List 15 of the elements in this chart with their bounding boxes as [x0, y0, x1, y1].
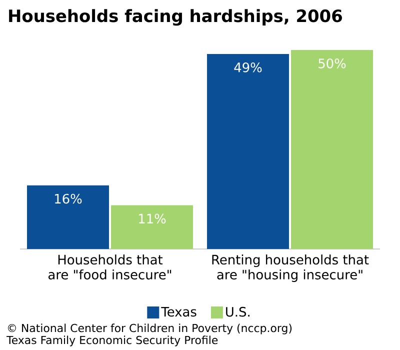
- text: © National Center for Children in Poverty (nccp.org): [8, 324, 292, 334]
- data-label: 11%: [139, 214, 166, 224]
- data-label: 50%: [318, 58, 346, 68]
- bar: [27, 185, 109, 249]
- legend-label: Texas: [161, 307, 196, 317]
- legend-label: U.S.: [226, 306, 250, 317]
- data-label: 49%: [234, 62, 262, 72]
- chart-title: Households facing hardships, 2006: [9, 9, 342, 26]
- text: Texas Family Economic Security Profile: [6, 336, 218, 346]
- data-label: 16%: [55, 194, 82, 204]
- bar: [111, 205, 194, 249]
- bar: [291, 50, 374, 249]
- x-tick-label: Households that are "food insecure": [48, 254, 172, 280]
- x-tick-label: Renting households that are "housing insecure": [212, 254, 369, 282]
- bar: [207, 54, 290, 249]
